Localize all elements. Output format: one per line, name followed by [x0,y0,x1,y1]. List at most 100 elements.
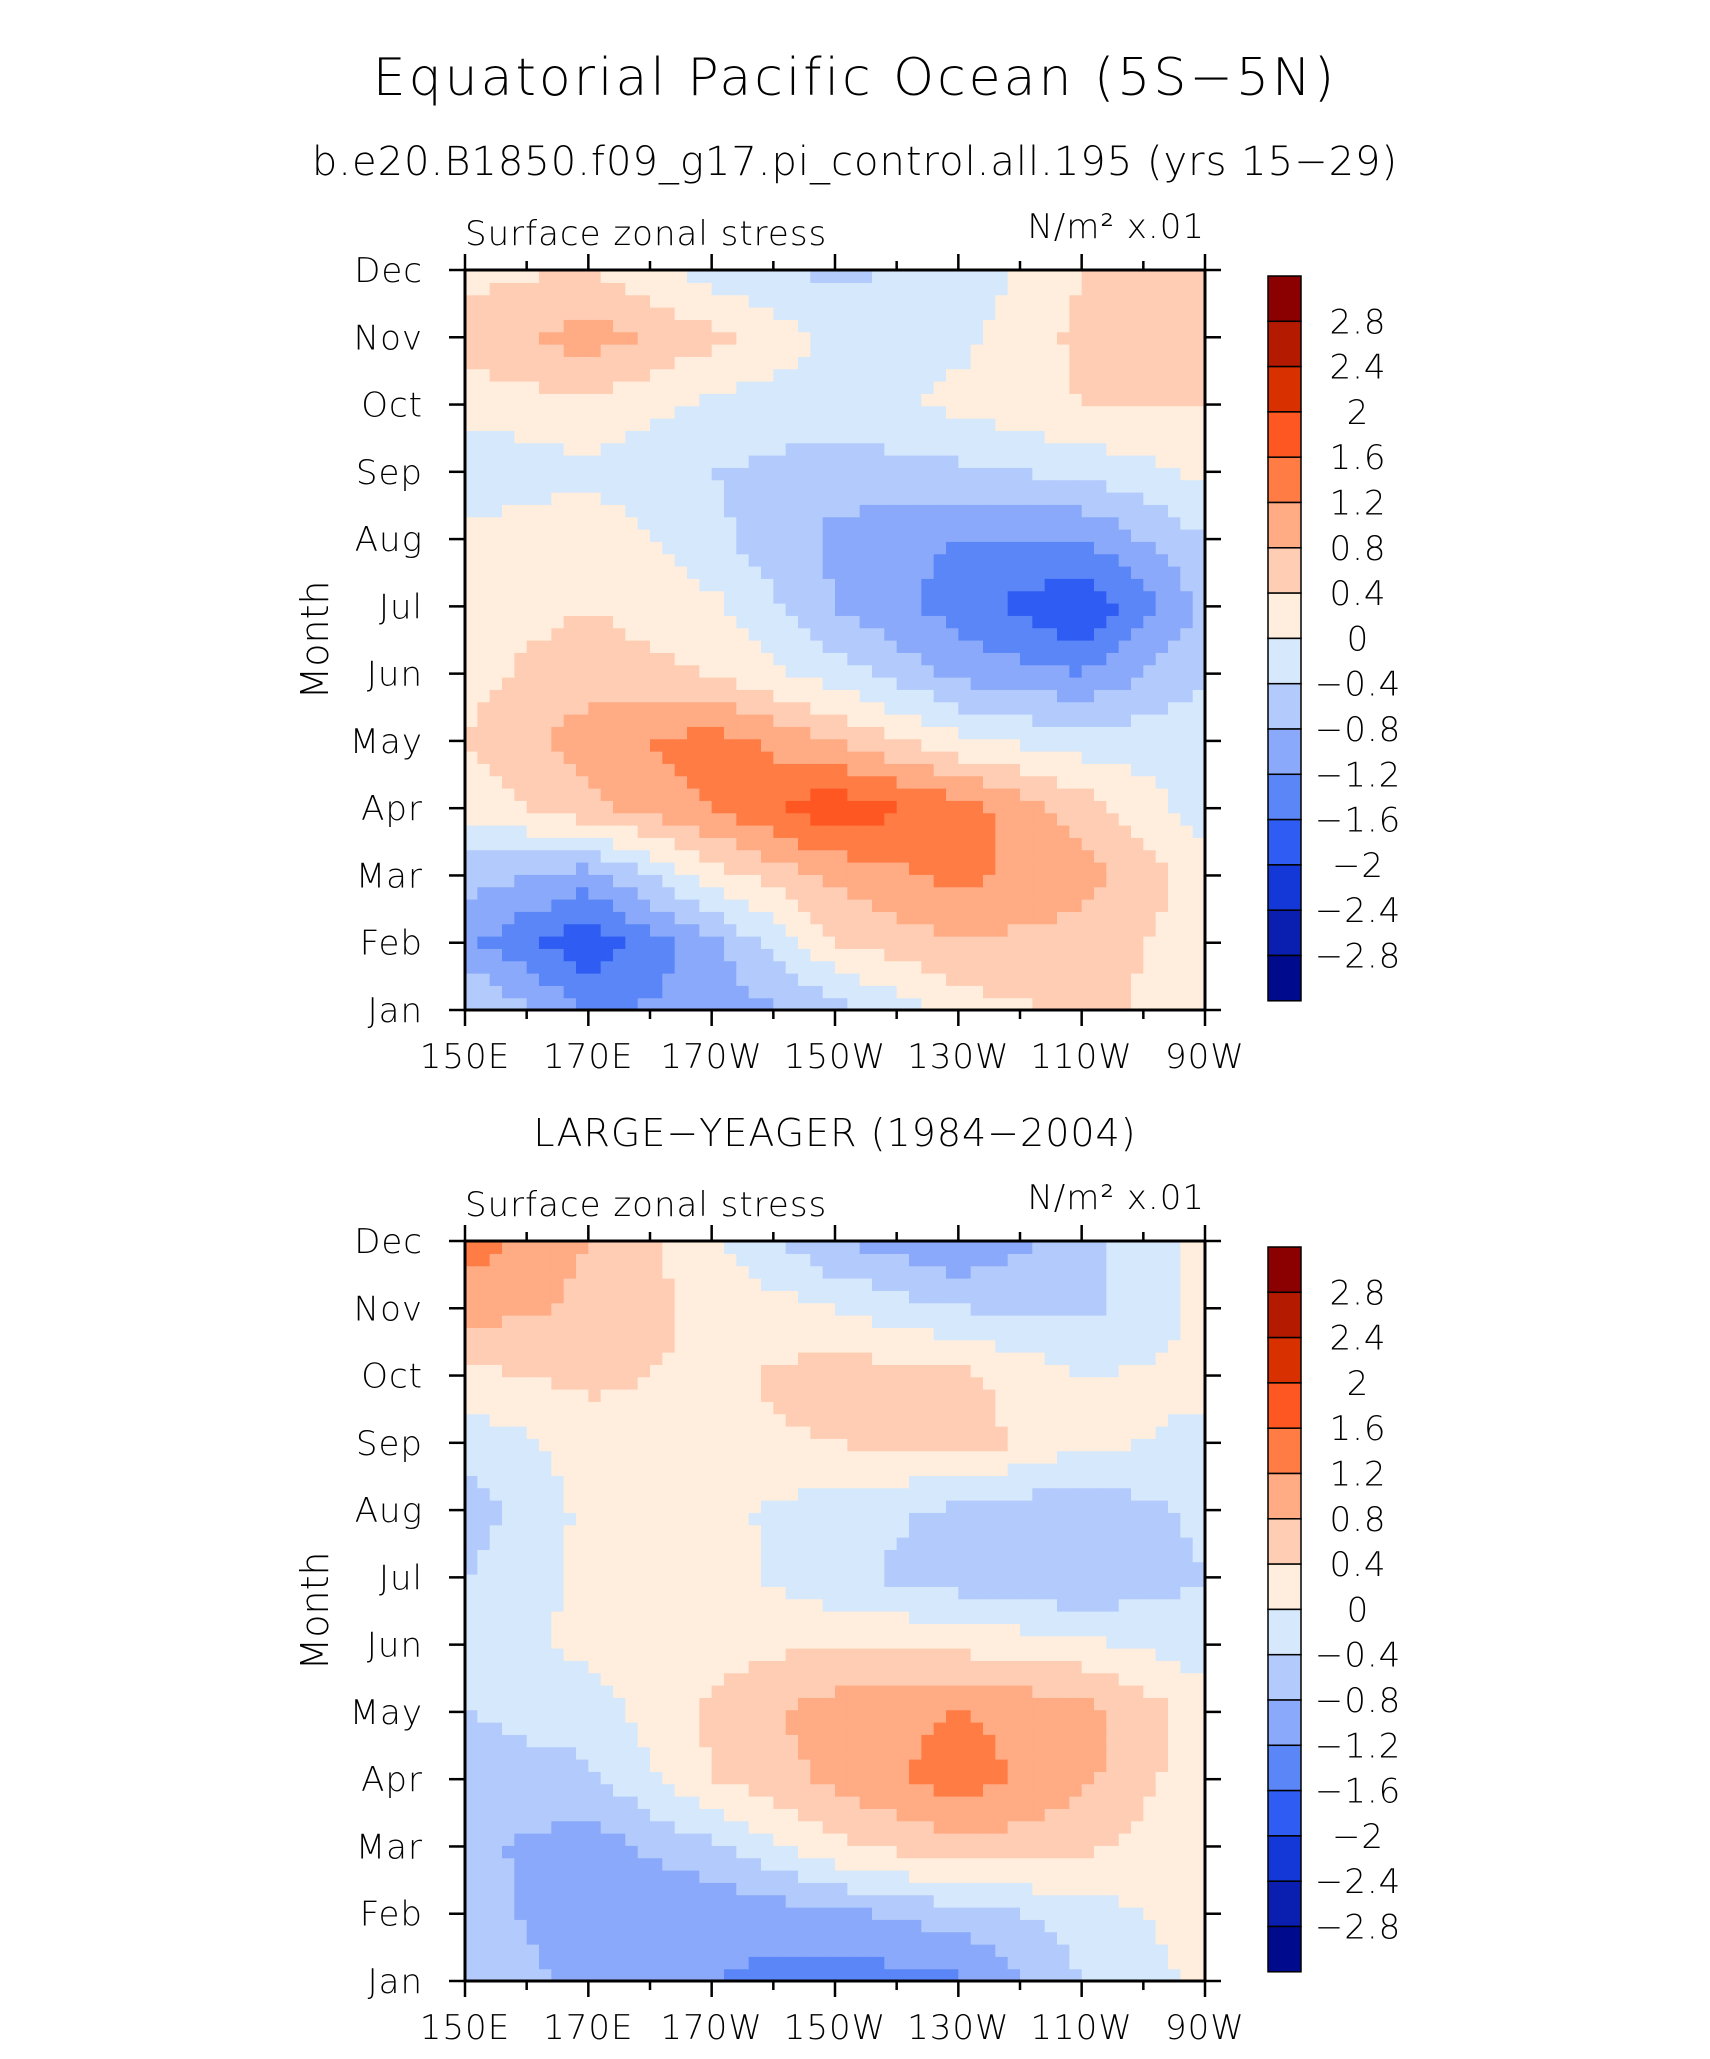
heatmap-cell [699,862,713,875]
heatmap-cell [896,726,910,740]
heatmap-cell [674,467,688,481]
heatmap-cell [637,911,651,925]
heatmap-cell [1106,529,1120,542]
heatmap-cell [1081,455,1095,468]
heatmap-cell [699,1746,713,1760]
heatmap-cell [489,1734,503,1748]
heatmap-cell [810,1746,824,1760]
heatmap-cell [699,899,713,912]
heatmap-cell [933,1771,947,1785]
heatmap-cell [687,677,700,690]
heatmap-cell [958,997,972,1011]
heatmap-cell [822,1956,836,1970]
heatmap-cell [465,479,478,493]
heatmap-cell [613,455,626,468]
heatmap-cell [995,738,1009,752]
heatmap-cell [1081,467,1095,481]
heatmap-cell [1192,1796,1206,1809]
heatmap-cell [1180,381,1194,394]
heatmap-cell [489,1944,503,1957]
heatmap-cell [526,1759,540,1772]
heatmap-cell [1081,603,1095,616]
heatmap-cell [711,1968,725,1982]
heatmap-cell [687,1931,700,1945]
heatmap-cell [588,405,602,419]
heatmap-cell [761,282,774,296]
heatmap-cell [1118,1796,1132,1809]
heatmap-cell [699,936,713,949]
heatmap-cell [1081,1783,1095,1797]
heatmap-cell [613,886,626,900]
heatmap-cell [822,960,836,974]
heatmap-cell [921,566,935,579]
heatmap-cell [736,849,750,863]
heatmap-cell [1143,578,1157,592]
heatmap-cell [810,886,824,900]
heatmap-cell [835,849,848,863]
heatmap-cell [835,467,848,481]
heatmap-cell [613,381,626,394]
heatmap-cell [748,627,762,641]
heatmap-cell [1044,1783,1058,1797]
heatmap-cell [983,1771,996,1785]
heatmap-cell [576,368,589,382]
heatmap-cell [810,1845,824,1859]
heatmap-cell [810,862,824,875]
heatmap-cell [674,936,688,949]
heatmap-cell [502,936,515,949]
heatmap-cell [835,1783,848,1797]
heatmap-cell [933,948,947,962]
heatmap-cell [1032,590,1046,604]
heatmap-cell [884,1968,898,1982]
heatmap-cell [551,1783,565,1797]
heatmap-cell [1081,948,1095,962]
heatmap-cell [1180,751,1194,764]
heatmap-cell [872,368,885,382]
heatmap-cell [1106,701,1120,715]
heatmap-cell [748,578,762,592]
heatmap-cell [711,1833,725,1846]
heatmap-cell [798,664,811,678]
heatmap-cell [1020,516,1033,530]
heatmap-cell [1118,1968,1132,1982]
heatmap-cell [983,393,996,407]
heatmap-cell [502,738,515,752]
heatmap-cell [1081,1894,1095,1908]
heatmap-cell [613,689,626,703]
heatmap-cell [995,1808,1009,1822]
heatmap-cell [995,1796,1009,1809]
heatmap-cell [1131,1956,1144,1970]
heatmap-cell [1094,738,1107,752]
heatmap-cell [896,1882,910,1896]
heatmap-cell [1106,504,1120,518]
heatmap-cell [736,492,750,505]
heatmap-cell [563,455,577,468]
heatmap-cell [1131,479,1144,493]
heatmap-cell [1069,282,1083,296]
heatmap-cell [946,368,959,382]
heatmap-cell [489,1833,503,1846]
heatmap-cell [896,886,910,900]
heatmap-cell [896,862,910,875]
heatmap-cell [674,1894,688,1908]
heatmap-cell [921,911,935,925]
heatmap-cell [995,270,1009,283]
heatmap-cell [859,393,873,407]
heatmap-cell [600,1894,614,1908]
heatmap-cell [711,307,725,320]
heatmap-cell [613,677,626,690]
heatmap-cell [1057,763,1070,777]
heatmap-cell [1118,1870,1132,1883]
heatmap-cell [1155,627,1169,641]
heatmap-cell [699,837,713,851]
heatmap-cell [711,1857,725,1871]
heatmap-cell [909,751,922,764]
heatmap-cell [724,985,737,999]
heatmap-cell [1044,1968,1058,1982]
heatmap-cell [1168,1857,1181,1871]
heatmap-cell [835,1796,848,1809]
heatmap-cell [1155,1907,1169,1920]
heatmap-cell [687,1907,700,1920]
heatmap-cell [872,331,885,345]
heatmap-cell [933,529,947,542]
